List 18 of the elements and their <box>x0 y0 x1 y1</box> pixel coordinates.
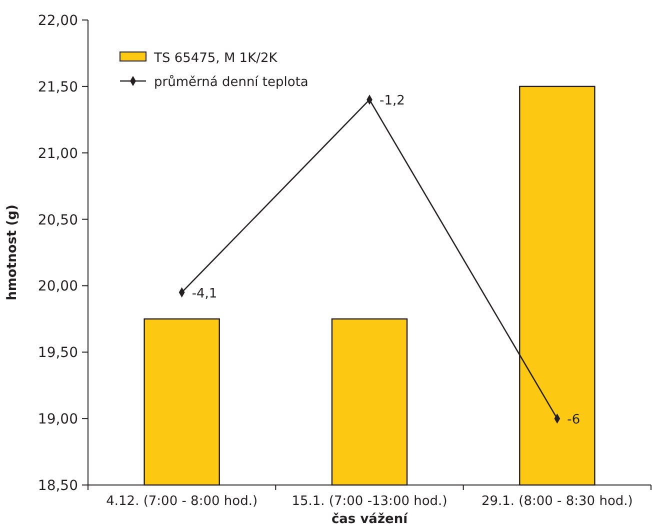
y-tick-label: 20,00 <box>38 278 78 295</box>
data-label: -1,2 <box>380 94 405 109</box>
x-tick-label: 29.1. (8:00 - 8:30 hod.) <box>481 494 633 509</box>
x-axis-title: čas vážení <box>331 512 410 526</box>
y-tick-label: 21,00 <box>38 146 78 162</box>
y-tick-label: 21,50 <box>38 79 78 96</box>
data-label: -4,1 <box>192 286 218 302</box>
x-tick-label: 15.1. (7:00 -13:00 hod.) <box>292 494 448 509</box>
legend-label: TS 65475, M 1K/2K <box>153 51 278 66</box>
y-axis-title: hmotnost (g) <box>5 204 20 300</box>
legend-label: průměrná denní teplota <box>154 74 308 90</box>
y-tick-label: 22,00 <box>38 13 78 29</box>
y-tick-label: 20,50 <box>38 212 78 228</box>
data-label: -6 <box>567 412 580 428</box>
y-tick-label: 19,50 <box>38 345 78 362</box>
y-tick-label: 18,50 <box>38 478 78 494</box>
y-tick-label: 19,00 <box>38 412 78 428</box>
x-tick-label: 4.12. (7:00 - 8:00 hod.) <box>106 494 258 509</box>
